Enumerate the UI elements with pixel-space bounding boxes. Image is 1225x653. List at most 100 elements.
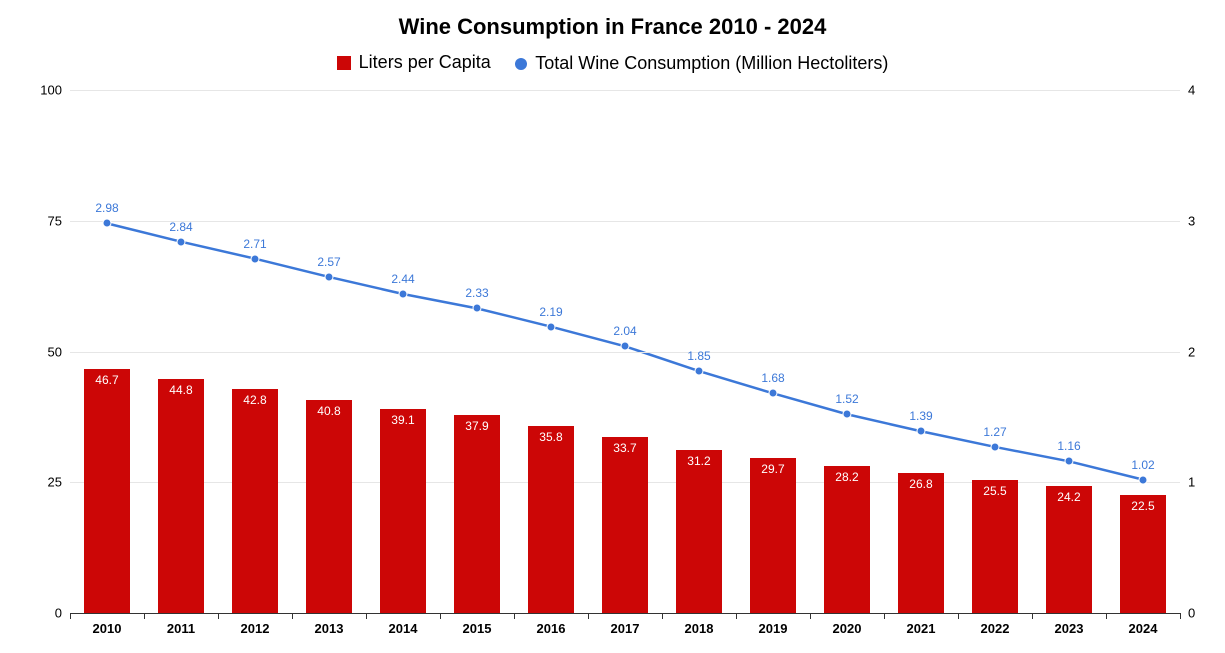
line-point bbox=[1139, 475, 1148, 484]
bar: 33.7 bbox=[602, 437, 648, 613]
x-tick-mark bbox=[1180, 613, 1181, 619]
bar-value-label: 44.8 bbox=[158, 383, 204, 397]
bar-value-label: 46.7 bbox=[84, 373, 130, 387]
y-right-tick-label: 1 bbox=[1180, 475, 1195, 490]
line-point-label: 2.71 bbox=[243, 237, 266, 251]
bar: 40.8 bbox=[306, 400, 352, 613]
legend-bars-swatch bbox=[337, 56, 351, 70]
y-right-tick-label: 0 bbox=[1180, 606, 1195, 621]
line-point-label: 2.04 bbox=[613, 324, 636, 338]
x-tick-mark bbox=[1106, 613, 1107, 619]
wine-consumption-chart: Wine Consumption in France 2010 - 2024 L… bbox=[0, 0, 1225, 653]
bar: 22.5 bbox=[1120, 495, 1166, 613]
line-point-label: 2.84 bbox=[169, 220, 192, 234]
x-tick-label: 2016 bbox=[537, 613, 566, 636]
x-tick-mark bbox=[440, 613, 441, 619]
bar: 29.7 bbox=[750, 458, 796, 613]
x-tick-mark bbox=[588, 613, 589, 619]
legend-line: Total Wine Consumption (Million Hectolit… bbox=[515, 53, 888, 74]
x-tick-mark bbox=[70, 613, 71, 619]
bar-value-label: 35.8 bbox=[528, 430, 574, 444]
y-left-tick-label: 25 bbox=[48, 475, 70, 490]
line-point bbox=[103, 219, 112, 228]
y-left-tick-label: 50 bbox=[48, 344, 70, 359]
legend-line-label: Total Wine Consumption (Million Hectolit… bbox=[535, 53, 888, 74]
line-point-label: 1.16 bbox=[1057, 439, 1080, 453]
x-tick-mark bbox=[218, 613, 219, 619]
x-tick-label: 2011 bbox=[167, 613, 195, 636]
x-tick-mark bbox=[292, 613, 293, 619]
line-point-label: 2.33 bbox=[465, 286, 488, 300]
y-left-tick-label: 0 bbox=[55, 606, 70, 621]
bar: 37.9 bbox=[454, 415, 500, 613]
line-point bbox=[843, 410, 852, 419]
line-point bbox=[1065, 457, 1074, 466]
x-tick-mark bbox=[1032, 613, 1033, 619]
bar-value-label: 29.7 bbox=[750, 462, 796, 476]
x-tick-label: 2017 bbox=[611, 613, 640, 636]
bar-value-label: 26.8 bbox=[898, 477, 944, 491]
line-point-label: 1.68 bbox=[761, 371, 784, 385]
y-right-tick-label: 3 bbox=[1180, 213, 1195, 228]
y-left-tick-label: 75 bbox=[48, 213, 70, 228]
line-point-label: 2.19 bbox=[539, 305, 562, 319]
line-point bbox=[695, 367, 704, 376]
bar: 46.7 bbox=[84, 369, 130, 613]
line-point bbox=[473, 304, 482, 313]
x-tick-mark bbox=[958, 613, 959, 619]
x-tick-mark bbox=[662, 613, 663, 619]
x-tick-label: 2015 bbox=[463, 613, 492, 636]
bar-value-label: 40.8 bbox=[306, 404, 352, 418]
line-point bbox=[399, 289, 408, 298]
x-tick-mark bbox=[884, 613, 885, 619]
line-point bbox=[251, 254, 260, 263]
line-point-label: 2.44 bbox=[391, 272, 414, 286]
bar: 44.8 bbox=[158, 379, 204, 613]
line-point-label: 1.85 bbox=[687, 349, 710, 363]
bar-value-label: 37.9 bbox=[454, 419, 500, 433]
x-tick-mark bbox=[736, 613, 737, 619]
line-point bbox=[769, 389, 778, 398]
x-tick-mark bbox=[810, 613, 811, 619]
x-tick-label: 2022 bbox=[981, 613, 1010, 636]
legend-bars-label: Liters per Capita bbox=[359, 52, 491, 73]
line-point-label: 1.52 bbox=[835, 392, 858, 406]
bar-value-label: 31.2 bbox=[676, 454, 722, 468]
x-tick-mark bbox=[144, 613, 145, 619]
x-tick-label: 2018 bbox=[685, 613, 714, 636]
gridline bbox=[70, 221, 1180, 222]
bar-value-label: 39.1 bbox=[380, 413, 426, 427]
bar: 26.8 bbox=[898, 473, 944, 613]
line-point-label: 1.27 bbox=[983, 425, 1006, 439]
line-point-label: 1.02 bbox=[1131, 458, 1154, 472]
x-tick-label: 2021 bbox=[907, 613, 936, 636]
line-point-label: 2.98 bbox=[95, 201, 118, 215]
line-point-label: 1.39 bbox=[909, 409, 932, 423]
bar-value-label: 22.5 bbox=[1120, 499, 1166, 513]
x-tick-label: 2013 bbox=[315, 613, 344, 636]
x-tick-label: 2020 bbox=[833, 613, 862, 636]
bar-value-label: 28.2 bbox=[824, 470, 870, 484]
line-point bbox=[917, 427, 926, 436]
line-point bbox=[547, 322, 556, 331]
plot-area: 02550751000123446.744.842.840.839.137.93… bbox=[70, 90, 1180, 613]
legend-line-swatch bbox=[515, 58, 527, 70]
bar: 28.2 bbox=[824, 466, 870, 613]
bar: 35.8 bbox=[528, 426, 574, 613]
y-right-tick-label: 2 bbox=[1180, 344, 1195, 359]
line-point bbox=[991, 442, 1000, 451]
x-tick-label: 2023 bbox=[1055, 613, 1084, 636]
bar: 42.8 bbox=[232, 389, 278, 613]
bar: 31.2 bbox=[676, 450, 722, 613]
bar-value-label: 33.7 bbox=[602, 441, 648, 455]
line-point-label: 2.57 bbox=[317, 255, 340, 269]
chart-legend: Liters per Capita Total Wine Consumption… bbox=[0, 52, 1225, 75]
bar-value-label: 25.5 bbox=[972, 484, 1018, 498]
line-point bbox=[325, 272, 334, 281]
bar-value-label: 42.8 bbox=[232, 393, 278, 407]
bar: 39.1 bbox=[380, 409, 426, 613]
x-tick-label: 2019 bbox=[759, 613, 788, 636]
line-point bbox=[177, 237, 186, 246]
x-tick-mark bbox=[366, 613, 367, 619]
x-tick-label: 2014 bbox=[389, 613, 418, 636]
